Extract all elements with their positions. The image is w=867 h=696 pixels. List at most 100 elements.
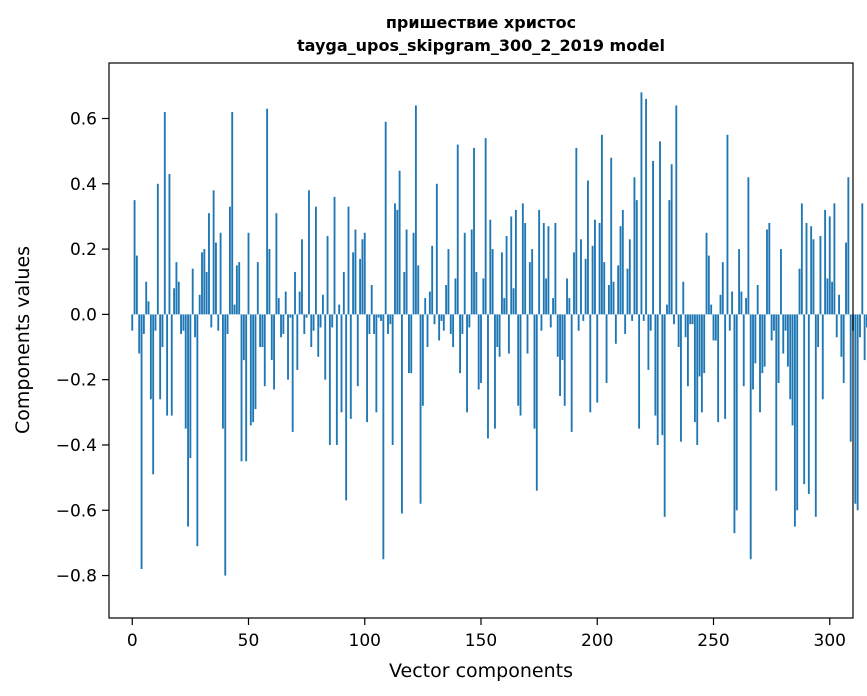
- bar-7: [147, 301, 150, 315]
- bar-253: [719, 294, 722, 315]
- bar-63: [277, 298, 280, 315]
- bar-92: [345, 314, 348, 501]
- bar-99: [361, 239, 364, 315]
- bar-262: [740, 291, 743, 315]
- x-axis: 0 50 100 150 200 250 300: [127, 618, 846, 651]
- bar-297: [821, 314, 824, 400]
- bar-86: [331, 314, 334, 328]
- bar-296: [819, 236, 822, 315]
- bar-199: [594, 219, 596, 315]
- bar-237: [682, 281, 685, 315]
- bar-247: [705, 232, 708, 315]
- bar-88: [335, 314, 338, 445]
- bar-9: [152, 314, 155, 475]
- bar-5: [142, 314, 145, 334]
- bar-227: [659, 141, 661, 315]
- bar-212: [624, 314, 627, 334]
- bar-8: [149, 314, 152, 400]
- bar-304: [838, 294, 840, 315]
- bar-313: [859, 314, 861, 338]
- bar-64: [280, 314, 282, 338]
- bar-47: [240, 314, 243, 462]
- bar-197: [589, 314, 592, 413]
- bar-19: [175, 262, 178, 315]
- bar-249: [710, 304, 713, 315]
- bar-293: [812, 239, 815, 315]
- bar-283: [789, 314, 792, 400]
- x-axis-label: Vector components: [389, 660, 573, 682]
- bar-21: [180, 314, 182, 334]
- bar-186: [563, 314, 566, 406]
- bar-120: [410, 314, 413, 374]
- y-tick-label: −0.6: [56, 501, 97, 521]
- bar-series: [131, 92, 867, 576]
- bar-146: [470, 229, 473, 315]
- bar-122: [414, 105, 417, 315]
- bar-65: [282, 314, 285, 334]
- bar-177: [542, 222, 545, 315]
- bar-133: [440, 314, 443, 321]
- bar-44: [233, 304, 236, 315]
- bar-255: [724, 314, 727, 419]
- bar-80: [317, 314, 320, 357]
- bar-198: [591, 245, 594, 315]
- bar-292: [810, 226, 813, 315]
- chart-title: пришествие христос: [386, 13, 576, 32]
- bar-96: [354, 229, 357, 315]
- bar-264: [745, 298, 747, 315]
- bar-85: [328, 314, 331, 445]
- bar-153: [487, 314, 489, 439]
- bar-175: [538, 209, 541, 315]
- bar-241: [691, 314, 694, 325]
- bar-43: [231, 111, 234, 315]
- bar-84: [326, 236, 329, 315]
- bar-42: [228, 206, 231, 315]
- bar-0: [131, 314, 134, 331]
- bar-288: [800, 203, 803, 315]
- bar-121: [412, 232, 415, 315]
- bar-276: [773, 314, 775, 331]
- bar-291: [807, 314, 810, 494]
- bar-205: [607, 285, 610, 315]
- bar-181: [552, 298, 555, 315]
- x-tick-label: 50: [238, 631, 260, 651]
- bar-190: [573, 252, 575, 315]
- bar-107: [380, 314, 382, 321]
- bar-191: [575, 147, 578, 315]
- bar-314: [861, 203, 864, 315]
- bar-74: [303, 314, 306, 334]
- bar-34: [210, 314, 213, 328]
- bar-60: [270, 314, 273, 361]
- bar-232: [670, 164, 673, 315]
- bar-225: [654, 314, 657, 416]
- bar-98: [359, 258, 362, 315]
- bar-209: [617, 265, 620, 315]
- bar-306: [842, 314, 845, 383]
- bar-90: [340, 314, 343, 413]
- x-tick-label: 150: [465, 631, 497, 651]
- bar-150: [480, 314, 482, 383]
- bar-81: [319, 314, 322, 328]
- bar-75: [305, 314, 308, 318]
- bar-118: [405, 229, 408, 315]
- x-tick-label: 0: [127, 631, 138, 651]
- bar-142: [461, 314, 464, 334]
- bar-273: [766, 229, 768, 315]
- bar-110: [387, 314, 389, 334]
- bar-281: [784, 314, 787, 331]
- bar-79: [315, 206, 317, 315]
- bar-240: [689, 314, 692, 325]
- bar-152: [484, 138, 487, 315]
- bar-151: [482, 278, 485, 315]
- bar-261: [738, 249, 741, 315]
- y-tick-label: 0.0: [70, 305, 97, 325]
- bar-23: [184, 314, 187, 429]
- bar-138: [452, 314, 455, 348]
- bar-271: [761, 314, 764, 374]
- bar-128: [428, 291, 431, 315]
- bar-69: [291, 314, 294, 432]
- bar-130: [433, 314, 436, 325]
- bar-307: [845, 242, 847, 315]
- bar-2: [135, 255, 138, 315]
- bar-48: [242, 314, 245, 361]
